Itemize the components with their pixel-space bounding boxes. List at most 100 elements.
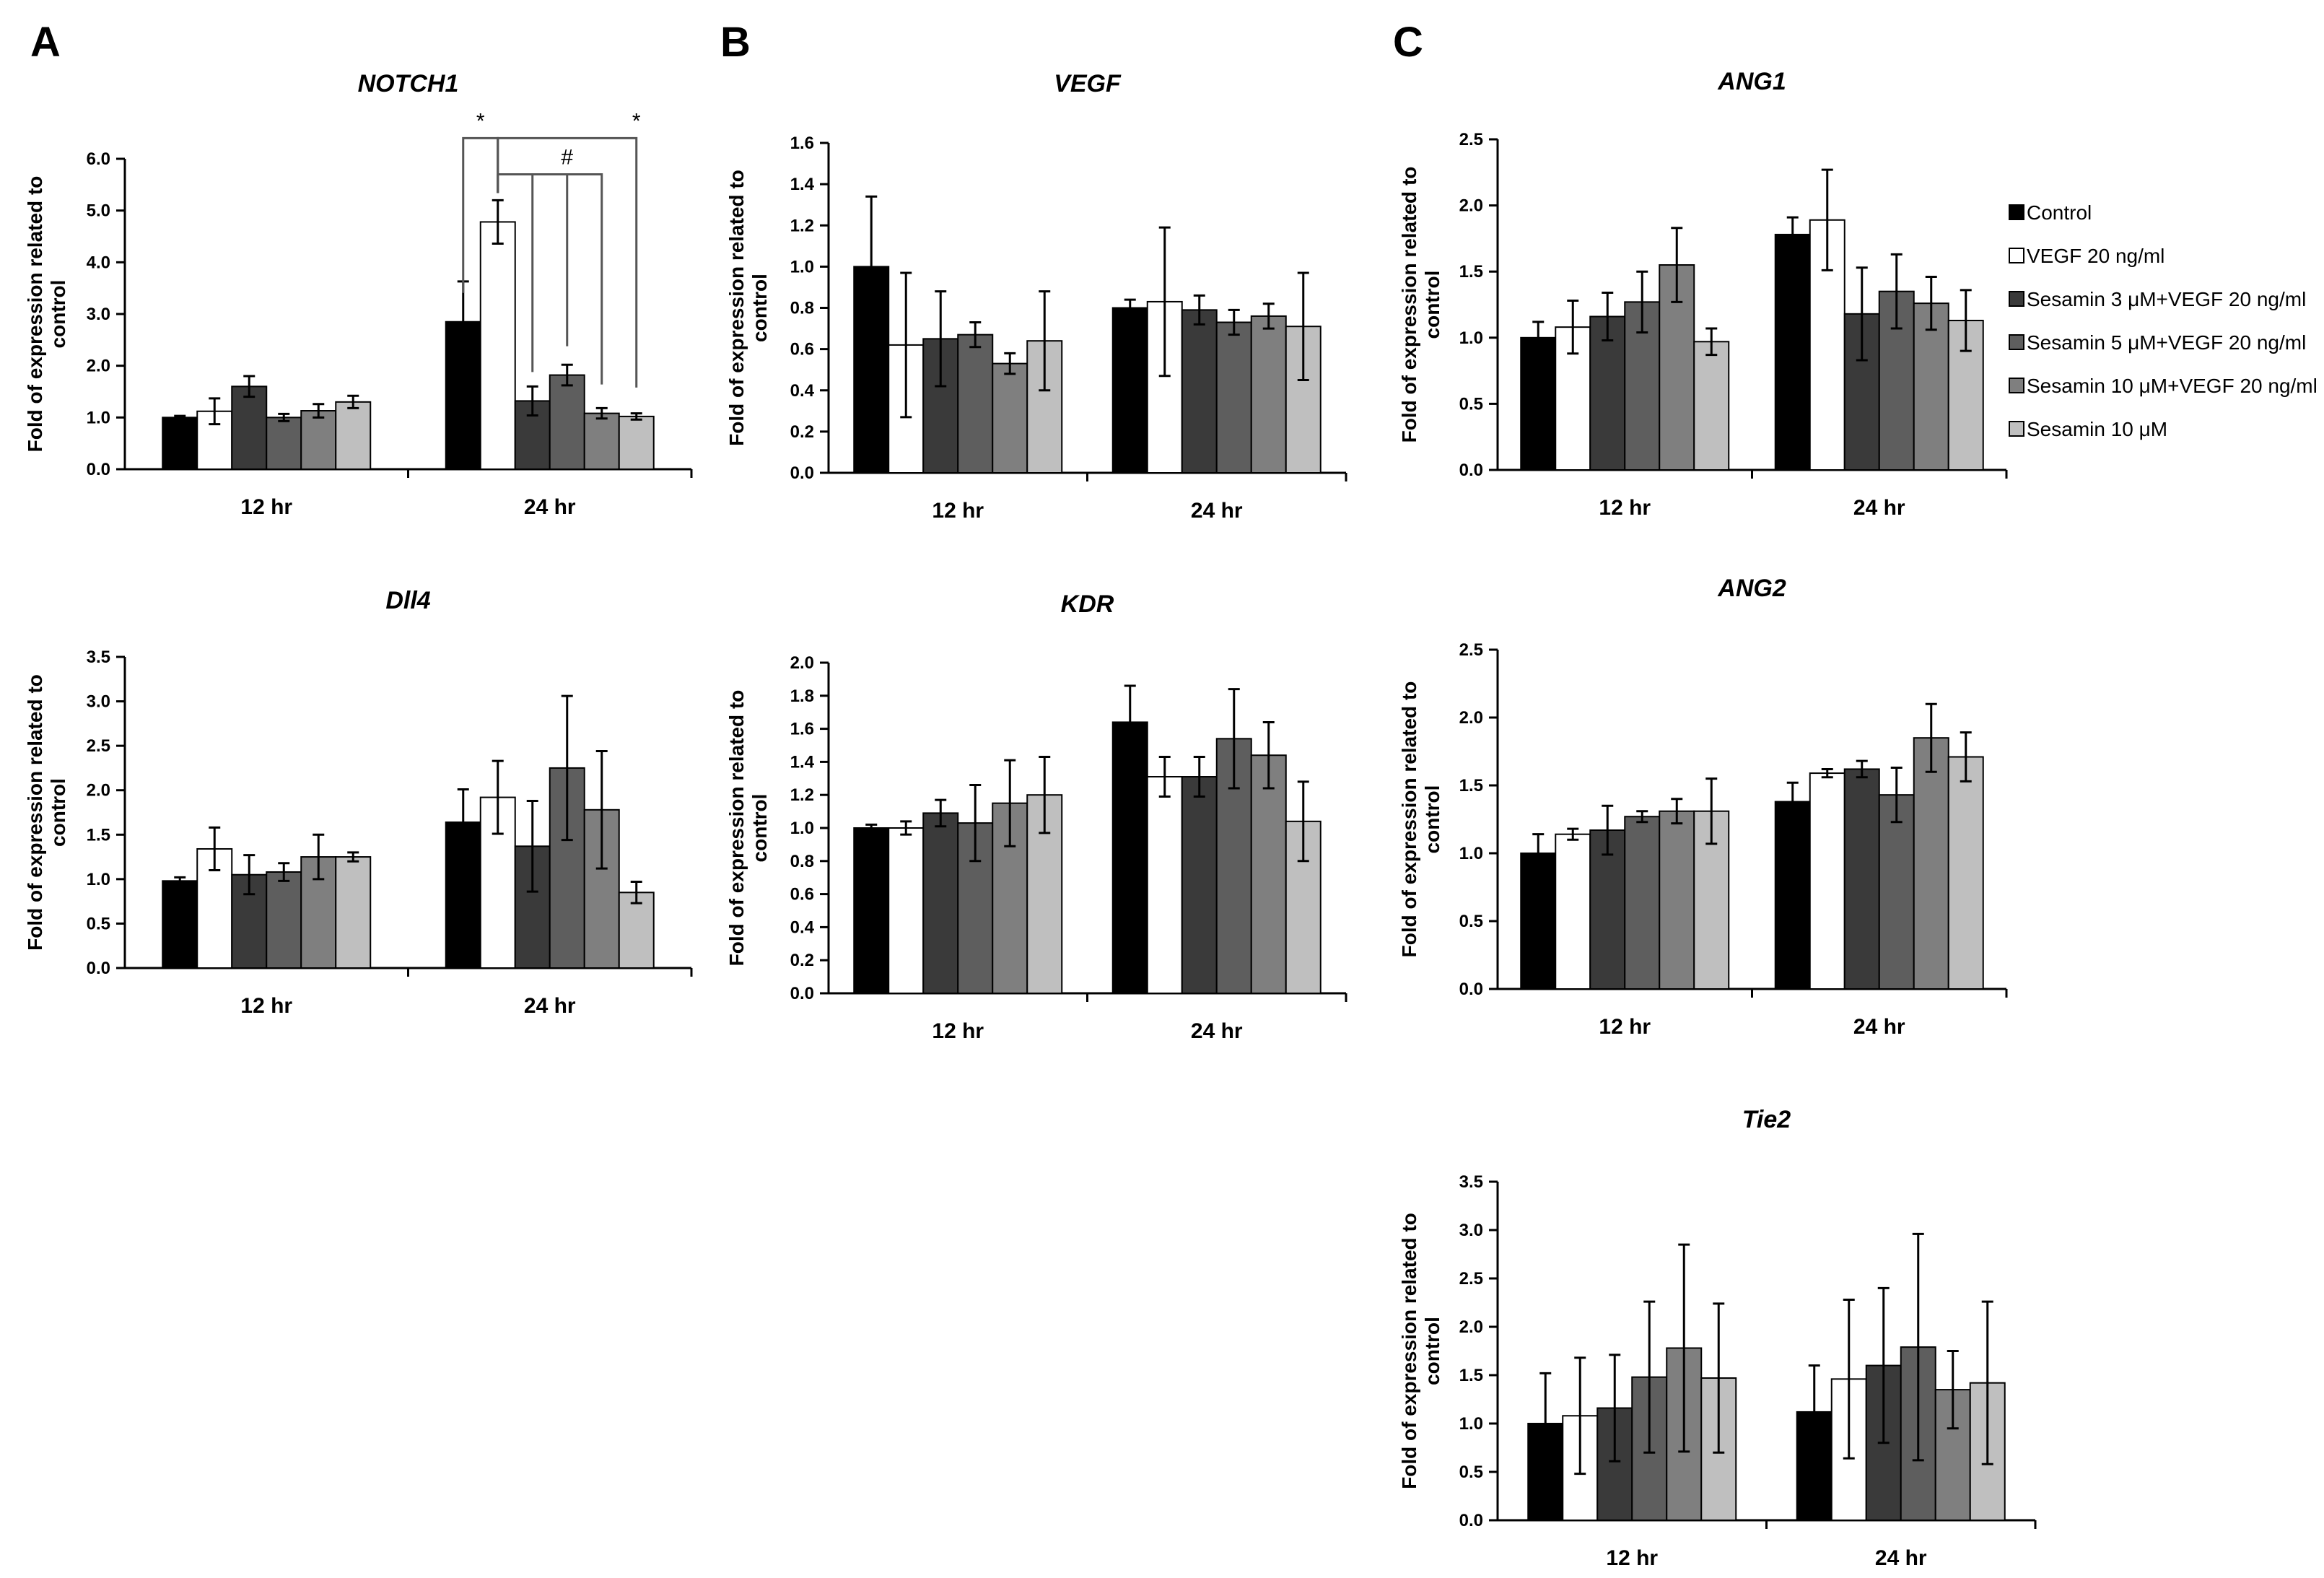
chart-notch1: NOTCH1 Fold of expression related tocontr… (24, 70, 693, 519)
bar-control-24-hr (1111, 721, 1148, 994)
x-category-label: 24 hr (1853, 1015, 1905, 1039)
chart-ang2: ANG2 Fold of expression related tocontrol… (1398, 575, 2008, 1039)
y-tick-label: 3.0 (1459, 1221, 1483, 1240)
y-tick-label: 1.0 (87, 408, 110, 427)
chart-dll4: Dll4 Fold of expression related tocontrol… (24, 587, 693, 1018)
bar-sesamin-10-m-vegf-20-ng-ml-24-hr (1913, 302, 1949, 471)
y-tick-label: 0.6 (790, 885, 814, 904)
significance-marker: # (561, 146, 573, 170)
y-tick-label: 2.0 (87, 781, 110, 801)
bar-sesamin-10-m-vegf-20-ng-ml-12-hr (992, 362, 1028, 474)
x-category-label: 12 hr (1599, 496, 1651, 520)
chart-title-ang2: ANG2 (1717, 575, 1786, 602)
y-tick-label: 1.4 (790, 175, 815, 194)
y-tick-label: 0.5 (87, 914, 110, 933)
y-tick-label: 0.5 (1459, 394, 1483, 414)
y-tick-label: 6.0 (87, 149, 110, 169)
y-axis-label-notch1: Fold of expression related tocontrol (24, 176, 69, 453)
legend-label: Sesamin 3 μM+VEGF 20 ng/ml (2027, 288, 2306, 310)
legend-item-sesamin-10-m: Sesamin 10 μM (2009, 418, 2167, 440)
y-axis-label-ang2: Fold of expression related tocontrol (1398, 681, 1443, 958)
y-axis-label-line2: control (1421, 1317, 1443, 1385)
bar-sesamin-5-m-vegf-20-ng-ml-12-hr (266, 417, 302, 470)
bar-control-12-hr (1520, 336, 1557, 471)
x-category-label: 12 hr (1606, 1546, 1658, 1570)
chart-title-tie2: Tie2 (1742, 1106, 1791, 1133)
bar-sesamin-5-m-vegf-20-ng-ml-24-hr (549, 374, 585, 470)
y-axis-label-vegf: Fold of expression related tocontrol (725, 170, 771, 446)
x-category-label: 24 hr (1875, 1546, 1927, 1570)
legend-item-control: Control (2009, 201, 2092, 224)
y-tick-label: 1.0 (790, 819, 814, 838)
legend-item-sesamin-10-m-vegf-20-ng-ml: Sesamin 10 μM+VEGF 20 ng/ml (2009, 375, 2318, 397)
bar-sesamin-3-m-vegf-20-ng-ml-12-hr (1589, 829, 1626, 990)
y-tick-label: 1.0 (790, 257, 814, 276)
y-tick-label: 0.6 (790, 340, 814, 359)
x-category-label: 12 hr (240, 495, 292, 519)
y-tick-label: 0.2 (790, 951, 814, 970)
chart-title-vegf: VEGF (1054, 70, 1122, 97)
y-tick-label: 0.4 (790, 381, 815, 401)
x-category-label: 24 hr (1853, 496, 1905, 520)
bar-sesamin-10-m-vegf-20-ng-ml-24-hr (583, 412, 620, 470)
y-axis-label-ang1: Fold of expression related tocontrol (1398, 167, 1443, 443)
y-tick-label: 2.5 (1459, 640, 1483, 660)
y-axis-label-line2: control (748, 794, 771, 863)
chart-title-kdr: KDR (1061, 590, 1114, 618)
y-tick-label: 1.5 (87, 825, 110, 845)
y-axis-label-line1: Fold of expression related to (24, 176, 46, 453)
bar-vegf-20-ng-ml-12-hr (888, 827, 925, 994)
bar-sesamin-5-m-vegf-20-ng-ml-24-hr (1215, 321, 1252, 474)
y-tick-label: 0.5 (1459, 1463, 1483, 1482)
y-tick-label: 1.2 (790, 785, 814, 805)
bar-control-12-hr (1520, 853, 1557, 990)
bar-vegf-20-ng-ml-12-hr (1555, 833, 1591, 990)
x-category-label: 12 hr (240, 994, 292, 1018)
y-axis-label-dll4: Fold of expression related tocontrol (24, 674, 69, 951)
legend-label: Sesamin 10 μM (2027, 418, 2167, 440)
legend: Control VEGF 20 ng/ml Sesamin 3 μM+VEGF 20… (2009, 201, 2318, 440)
panel-letter-c: C (1393, 19, 1423, 66)
y-tick-label: 0.8 (790, 852, 814, 871)
bar-sesamin-5-m-vegf-20-ng-ml-12-hr (957, 334, 994, 474)
bar-control-24-hr (1111, 307, 1148, 474)
x-category-label: 24 hr (1191, 1019, 1243, 1043)
panel-letter-a: A (30, 19, 61, 66)
x-category-label: 12 hr (1599, 1015, 1651, 1039)
y-tick-label: 0.8 (790, 299, 814, 318)
bar-sesamin-10-m-24-hr (618, 415, 655, 471)
bar-sesamin-3-m-vegf-20-ng-ml-12-hr (922, 812, 959, 995)
y-tick-label: 1.0 (1459, 1414, 1483, 1434)
legend-label: Control (2027, 201, 2092, 224)
bar-sesamin-3-m-vegf-20-ng-ml-24-hr (514, 400, 551, 471)
y-tick-label: 0.0 (790, 463, 814, 483)
bar-sesamin-10-m-vegf-20-ng-ml-24-hr (1250, 315, 1287, 474)
y-tick-label: 1.0 (1459, 328, 1483, 348)
bar-sesamin-5-m-vegf-20-ng-ml-12-hr (1624, 816, 1661, 990)
y-tick-label: 2.0 (1459, 708, 1483, 728)
bar-sesamin-10-m-12-hr (335, 856, 372, 969)
bar-sesamin-10-m-vegf-20-ng-ml-12-hr (300, 410, 337, 470)
y-tick-label: 2.0 (790, 653, 814, 673)
y-axis-label-line2: control (47, 778, 69, 847)
bar-sesamin-3-m-vegf-20-ng-ml-24-hr (1843, 768, 1880, 990)
y-tick-label: 1.5 (1459, 776, 1483, 795)
bar-vegf-20-ng-ml-24-hr (479, 221, 516, 470)
bar-sesamin-5-m-vegf-20-ng-ml-24-hr (1878, 794, 1915, 990)
y-tick-label: 5.0 (87, 201, 110, 221)
y-tick-label: 0.4 (790, 917, 815, 937)
y-tick-label: 0.0 (87, 959, 110, 978)
bar-sesamin-10-m-24-hr (1947, 756, 1984, 990)
y-tick-label: 4.0 (87, 253, 110, 272)
bar-sesamin-10-m-12-hr (1693, 341, 1730, 471)
y-axis-label-line1: Fold of expression related to (24, 674, 46, 951)
legend-swatch (2009, 291, 2024, 307)
bar-vegf-20-ng-ml-24-hr (1146, 776, 1183, 994)
y-tick-label: 1.2 (790, 216, 814, 235)
bar-sesamin-3-m-vegf-20-ng-ml-24-hr (1181, 776, 1218, 994)
y-tick-label: 0.0 (790, 984, 814, 1003)
bar-sesamin-3-m-vegf-20-ng-ml-12-hr (1589, 315, 1626, 471)
chart-vegf: VEGF Fold of expression related tocontrol… (725, 70, 1347, 523)
legend-label: Sesamin 10 μM+VEGF 20 ng/ml (2027, 375, 2318, 397)
